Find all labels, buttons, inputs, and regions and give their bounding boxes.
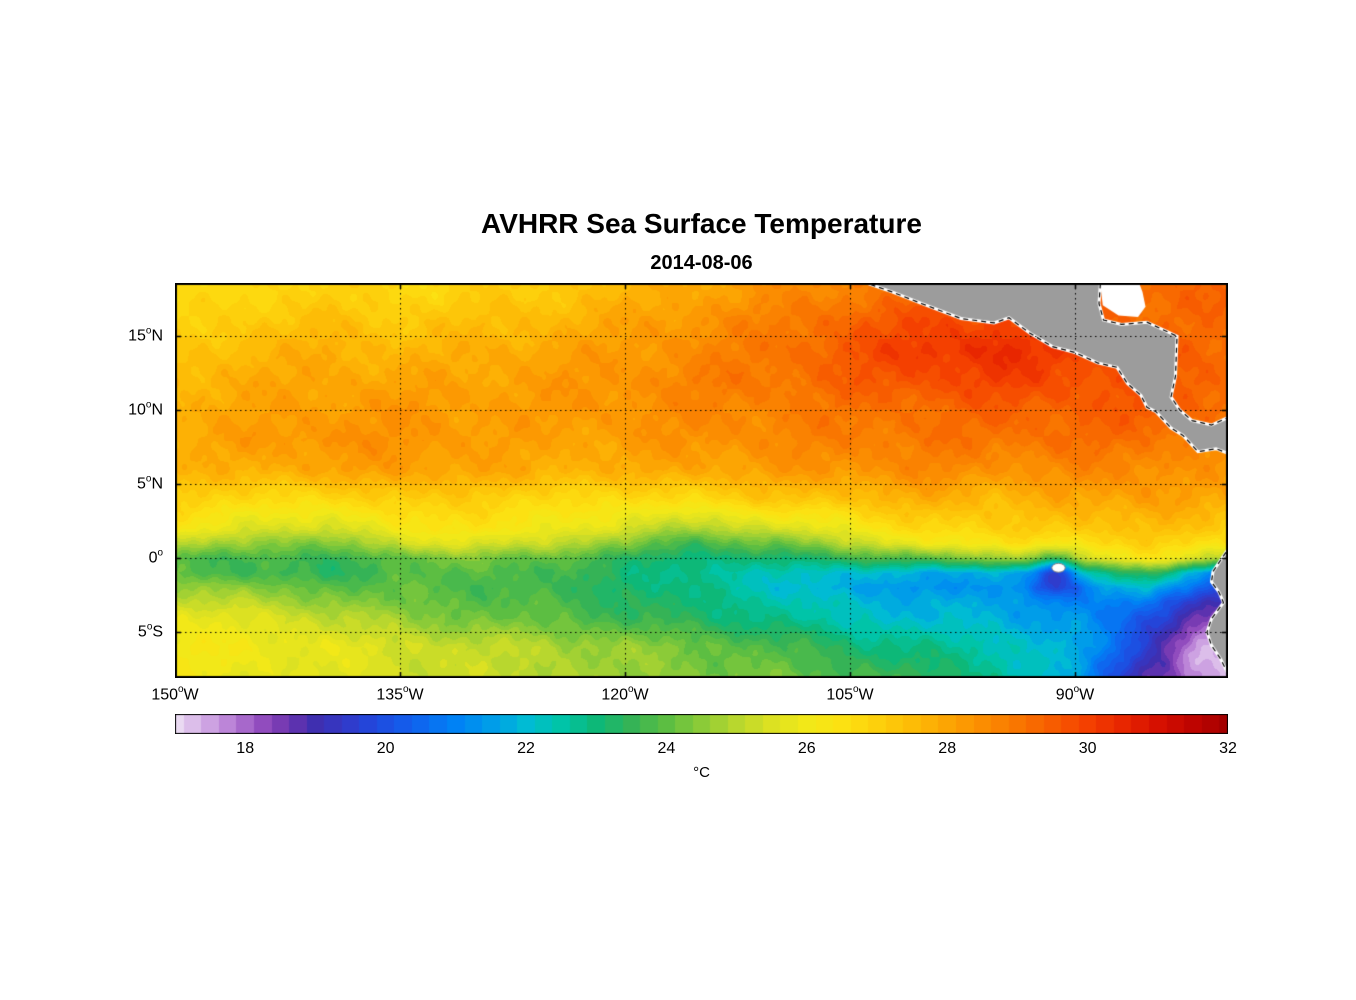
lat-tick-label: 0o	[148, 547, 163, 567]
colorbar-tick-label: 20	[376, 740, 395, 757]
colorbar-tick-label: 32	[1219, 740, 1237, 757]
colorbar-unit-label: °C	[693, 764, 710, 781]
lat-tick-label: 5oS	[137, 621, 163, 641]
lat-tick-label: 15oN	[128, 325, 163, 345]
lon-tick-label: 120oW	[601, 684, 649, 704]
colorbar: 18 20 22 24 26 28 30 32 °C	[175, 714, 1237, 789]
sst-heatmap-canvas	[175, 283, 1228, 678]
map-plot-area: 15oN 10oN 5oN 0o 5oS 150oW 135oW 120oW 105oW 90o…	[128, 283, 1228, 703]
colorbar-tick-label: 24	[657, 740, 676, 757]
lat-tick-label: 5oN	[137, 473, 163, 493]
colorbar-canvas	[175, 714, 1228, 734]
lon-tick-label: 105oW	[826, 684, 874, 704]
lon-tick-label: 135oW	[376, 684, 424, 704]
colorbar-tick-label: 28	[938, 740, 957, 757]
colorbar-tick-label: 26	[797, 740, 816, 757]
colorbar-tick-label: 18	[236, 740, 255, 757]
chart-title: AVHRR Sea Surface Temperature	[481, 208, 922, 239]
colorbar-tick-label: 22	[517, 740, 535, 757]
lon-tick-label: 90oW	[1055, 684, 1095, 704]
colorbar-tick-label: 30	[1078, 740, 1097, 757]
lat-tick-label: 10oN	[128, 399, 163, 419]
lon-tick-label: 150oW	[151, 684, 199, 704]
chart-date-subtitle: 2014-08-06	[650, 252, 753, 274]
